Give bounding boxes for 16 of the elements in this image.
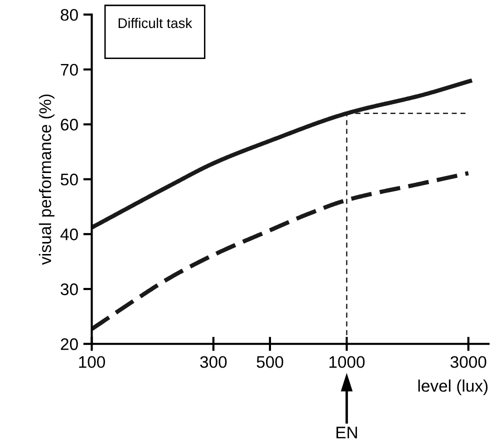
y-tick-label: 70	[60, 64, 78, 76]
y-tick-label: 30	[60, 283, 78, 296]
x-tick-label: 1000	[329, 356, 365, 368]
y-tick-label: 50	[60, 174, 78, 186]
x-tick-label: 300	[200, 356, 227, 368]
y-axis-title: visual performance (%)	[38, 94, 54, 265]
y-tick-label: 40	[60, 228, 78, 240]
x-axis-title: level (lux)	[418, 380, 488, 396]
y-tick-label: 80	[60, 8, 78, 21]
annotation: Difficult task	[118, 18, 192, 28]
y-tick-label: 60	[60, 118, 78, 131]
x-tick-label: 500	[256, 356, 284, 368]
x-tick-label: 100	[79, 356, 106, 368]
y-tick-label: 20	[60, 338, 78, 350]
x-tick-label: 3000	[450, 356, 486, 368]
text: EN	[336, 426, 357, 438]
